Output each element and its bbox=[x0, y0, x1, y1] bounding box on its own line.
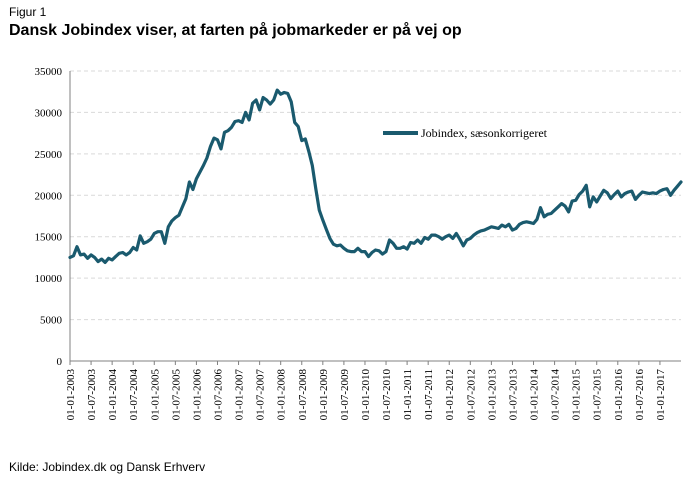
axes bbox=[69, 71, 681, 365]
y-tick-label: 20000 bbox=[35, 190, 63, 202]
source-note: Kilde: Jobindex.dk og Dansk Erhverv bbox=[9, 460, 206, 474]
x-tick-label: 01-01-2014 bbox=[529, 369, 541, 421]
x-tick-label: 01-01-2012 bbox=[444, 369, 456, 420]
x-tick-label: 01-01-2016 bbox=[613, 369, 625, 421]
x-tick-label: 01-07-2004 bbox=[128, 369, 140, 421]
x-tick-label: 01-01-2010 bbox=[360, 369, 372, 421]
gridlines bbox=[70, 70, 681, 321]
y-tick-labels: 0 5000 10000 15000 20000 25000 30000 35000 bbox=[35, 66, 63, 368]
y-tick-label: 30000 bbox=[35, 107, 63, 119]
x-tick-labels: 01-01-2003 01-07-2003 01-01-2004 01-07-2004… bbox=[65, 369, 667, 421]
legend-label: Jobindex, sæsonkorrigeret bbox=[421, 126, 548, 140]
x-tick-label: 01-07-2007 bbox=[255, 369, 267, 421]
x-tick-label: 01-01-2011 bbox=[402, 369, 414, 420]
x-tick-label: 01-01-2006 bbox=[191, 369, 203, 421]
series-line bbox=[68, 88, 683, 264]
y-tick-label: 5000 bbox=[40, 315, 63, 327]
x-tick-label: 01-01-2004 bbox=[107, 369, 119, 421]
x-tick-label: 01-07-2015 bbox=[592, 369, 604, 421]
x-tick-label: 01-07-2013 bbox=[507, 369, 519, 421]
x-tick-label: 01-07-2016 bbox=[634, 369, 646, 421]
y-tick-label: 25000 bbox=[35, 149, 63, 161]
x-tick-label: 01-07-2008 bbox=[297, 369, 309, 421]
x-tick-label: 01-07-2003 bbox=[86, 369, 98, 421]
x-tick-label: 01-07-2014 bbox=[550, 369, 562, 421]
x-tick-label: 01-01-2013 bbox=[486, 369, 498, 421]
x-tick-label: 01-01-2003 bbox=[65, 369, 77, 421]
figure-label: Figur 1 bbox=[9, 5, 47, 19]
x-tick-label: 01-07-2009 bbox=[339, 369, 351, 421]
x-tick-label: 01-07-2006 bbox=[212, 369, 224, 421]
x-tick-label: 01-07-2012 bbox=[465, 369, 477, 420]
series-lines bbox=[68, 88, 683, 264]
x-tick-label: 01-01-2017 bbox=[655, 369, 667, 421]
y-tick-label: 10000 bbox=[35, 273, 63, 285]
x-tick-label: 01-07-2010 bbox=[381, 369, 393, 421]
y-tick-label: 15000 bbox=[35, 232, 63, 244]
x-tick-label: 01-07-2005 bbox=[170, 369, 182, 421]
chart-title: Dansk Jobindex viser, at farten på jobma… bbox=[9, 22, 462, 39]
y-tick-label: 35000 bbox=[35, 66, 63, 78]
y-tick-label: 0 bbox=[57, 356, 63, 368]
x-tick-label: 01-01-2009 bbox=[318, 369, 330, 421]
legend: Jobindex, sæsonkorrigeret bbox=[383, 126, 548, 140]
x-tick-label: 01-07-2011 bbox=[423, 369, 435, 420]
x-tick-label: 01-01-2005 bbox=[149, 369, 161, 421]
x-tick-label: 01-01-2015 bbox=[571, 369, 583, 421]
x-tick-label: 01-01-2007 bbox=[234, 369, 246, 421]
x-tick-label: 01-01-2008 bbox=[276, 369, 288, 421]
